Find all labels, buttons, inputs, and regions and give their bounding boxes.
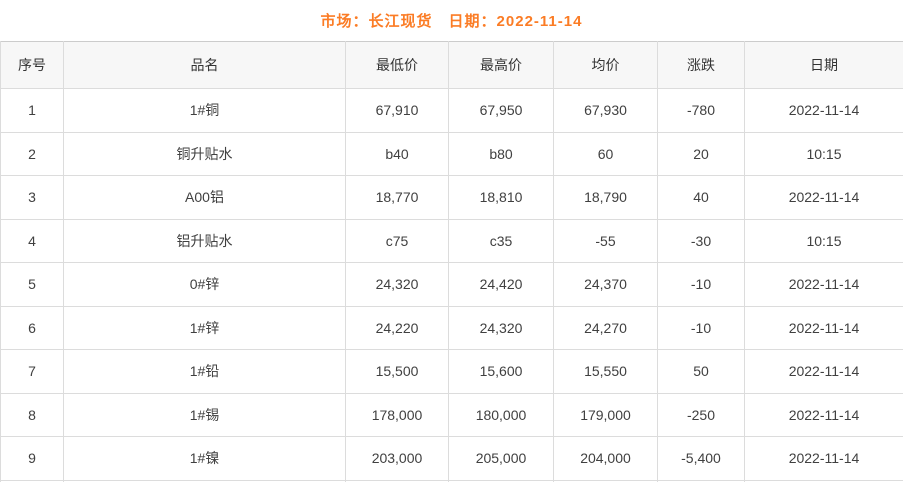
cell-name: A00铝: [63, 175, 346, 220]
cell-date: 2022-11-14: [744, 262, 903, 307]
cell-index: 4: [0, 218, 64, 263]
header-date: 日期: [744, 41, 903, 89]
table-row: 4 铝升贴水 c75 c35 -55 -30 10:15: [0, 218, 903, 263]
cell-change: -5,400: [657, 436, 745, 481]
cell-avg: 60: [553, 131, 658, 176]
header-low: 最低价: [345, 41, 449, 89]
cell-name: 铝升贴水: [63, 218, 346, 263]
cell-low: 18,770: [345, 175, 449, 220]
cell-change: -10: [657, 305, 745, 350]
cell-high: b80: [448, 131, 554, 176]
cell-name: 0#锌: [63, 262, 346, 307]
cell-index: 1: [0, 88, 64, 133]
cell-index: 2: [0, 131, 64, 176]
cell-change: -30: [657, 218, 745, 263]
cell-change: -10: [657, 262, 745, 307]
cell-high: 24,320: [448, 305, 554, 350]
header-index: 序号: [0, 41, 64, 89]
cell-change: -250: [657, 392, 745, 437]
cell-date: 2022-11-14: [744, 436, 903, 481]
cell-date: 10:15: [744, 218, 903, 263]
table-row: 5 0#锌 24,320 24,420 24,370 -10 2022-11-1…: [0, 262, 903, 307]
table-row: 7 1#铅 15,500 15,600 15,550 50 2022-11-14: [0, 349, 903, 394]
cell-date: 2022-11-14: [744, 305, 903, 350]
cell-high: 67,950: [448, 88, 554, 133]
table-row: 1 1#铜 67,910 67,950 67,930 -780 2022-11-…: [0, 88, 903, 133]
table-row: 8 1#锡 178,000 180,000 179,000 -250 2022-…: [0, 392, 903, 437]
table-row: 2 铜升贴水 b40 b80 60 20 10:15: [0, 131, 903, 176]
cell-avg: 204,000: [553, 436, 658, 481]
cell-avg: 24,270: [553, 305, 658, 350]
cell-index: 6: [0, 305, 64, 350]
cell-high: 15,600: [448, 349, 554, 394]
cell-index: 7: [0, 349, 64, 394]
market-label: 市场：长江现货: [320, 13, 433, 30]
cell-index: 3: [0, 175, 64, 220]
cell-low: 24,220: [345, 305, 449, 350]
cell-change: -780: [657, 88, 745, 133]
cell-avg: 67,930: [553, 88, 658, 133]
header-change: 涨跌: [657, 41, 745, 89]
cell-name: 1#锡: [63, 392, 346, 437]
cell-low: 178,000: [345, 392, 449, 437]
cell-change: 50: [657, 349, 745, 394]
cell-high: 180,000: [448, 392, 554, 437]
cell-avg: 15,550: [553, 349, 658, 394]
table-header-row: 序号 品名 最低价 最高价 均价 涨跌 日期: [0, 41, 903, 89]
price-table: 序号 品名 最低价 最高价 均价 涨跌 日期 1 1#铜 67,910 67,9…: [0, 41, 903, 482]
cell-index: 9: [0, 436, 64, 481]
cell-date: 2022-11-14: [744, 88, 903, 133]
cell-change: 20: [657, 131, 745, 176]
table-row: 6 1#锌 24,220 24,320 24,270 -10 2022-11-1…: [0, 305, 903, 350]
cell-index: 8: [0, 392, 64, 437]
cell-low: b40: [345, 131, 449, 176]
cell-avg: 179,000: [553, 392, 658, 437]
cell-date: 2022-11-14: [744, 175, 903, 220]
cell-avg: 18,790: [553, 175, 658, 220]
cell-high: 24,420: [448, 262, 554, 307]
cell-low: c75: [345, 218, 449, 263]
cell-high: 18,810: [448, 175, 554, 220]
cell-date: 10:15: [744, 131, 903, 176]
cell-high: 205,000: [448, 436, 554, 481]
cell-change: 40: [657, 175, 745, 220]
header-avg: 均价: [553, 41, 658, 89]
cell-low: 24,320: [345, 262, 449, 307]
cell-avg: 24,370: [553, 262, 658, 307]
header-name: 品名: [63, 41, 346, 89]
cell-name: 铜升贴水: [63, 131, 346, 176]
page-title: 市场：长江现货 日期：2022-11-14: [0, 0, 903, 41]
cell-low: 67,910: [345, 88, 449, 133]
header-high: 最高价: [448, 41, 554, 89]
cell-name: 1#铅: [63, 349, 346, 394]
table-row: [0, 479, 903, 482]
cell-high: c35: [448, 218, 554, 263]
table-row: 3 A00铝 18,770 18,810 18,790 40 2022-11-1…: [0, 175, 903, 220]
cell-index: 5: [0, 262, 64, 307]
cell-name: 1#锌: [63, 305, 346, 350]
date-label: 日期：2022-11-14: [448, 13, 583, 30]
cell-avg: -55: [553, 218, 658, 263]
cell-date: 2022-11-14: [744, 349, 903, 394]
cell-low: 203,000: [345, 436, 449, 481]
cell-name: 1#铜: [63, 88, 346, 133]
cell-low: 15,500: [345, 349, 449, 394]
cell-date: 2022-11-14: [744, 392, 903, 437]
cell-name: 1#镍: [63, 436, 346, 481]
table-row: 9 1#镍 203,000 205,000 204,000 -5,400 202…: [0, 436, 903, 481]
